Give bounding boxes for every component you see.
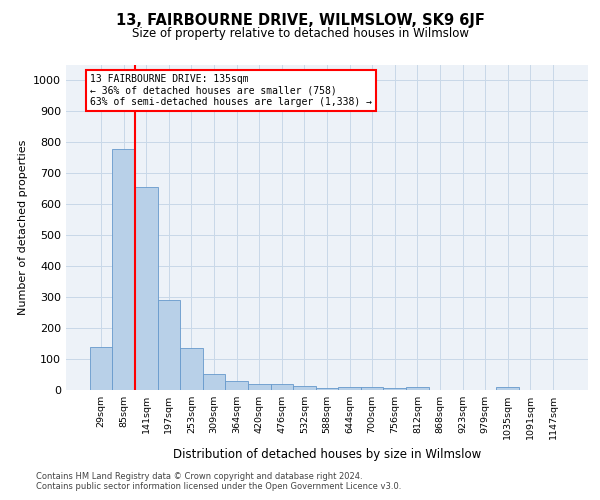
- Text: 13, FAIRBOURNE DRIVE, WILMSLOW, SK9 6JF: 13, FAIRBOURNE DRIVE, WILMSLOW, SK9 6JF: [116, 12, 484, 28]
- Text: 13 FAIRBOURNE DRIVE: 135sqm
← 36% of detached houses are smaller (758)
63% of se: 13 FAIRBOURNE DRIVE: 135sqm ← 36% of det…: [90, 74, 372, 108]
- Bar: [203, 374, 226, 390]
- Bar: [90, 346, 112, 390]
- Bar: [338, 387, 361, 390]
- Bar: [180, 348, 203, 390]
- Bar: [135, 188, 158, 390]
- Bar: [271, 384, 293, 390]
- Text: Size of property relative to detached houses in Wilmslow: Size of property relative to detached ho…: [131, 28, 469, 40]
- Bar: [406, 387, 428, 390]
- Text: Contains public sector information licensed under the Open Government Licence v3: Contains public sector information licen…: [36, 482, 401, 491]
- Bar: [361, 387, 383, 390]
- Bar: [293, 386, 316, 390]
- Bar: [226, 382, 248, 390]
- Bar: [248, 384, 271, 390]
- Bar: [383, 388, 406, 390]
- Y-axis label: Number of detached properties: Number of detached properties: [17, 140, 28, 315]
- Bar: [316, 388, 338, 390]
- X-axis label: Distribution of detached houses by size in Wilmslow: Distribution of detached houses by size …: [173, 448, 481, 460]
- Bar: [158, 300, 180, 390]
- Bar: [496, 387, 519, 390]
- Bar: [112, 148, 135, 390]
- Text: Contains HM Land Registry data © Crown copyright and database right 2024.: Contains HM Land Registry data © Crown c…: [36, 472, 362, 481]
